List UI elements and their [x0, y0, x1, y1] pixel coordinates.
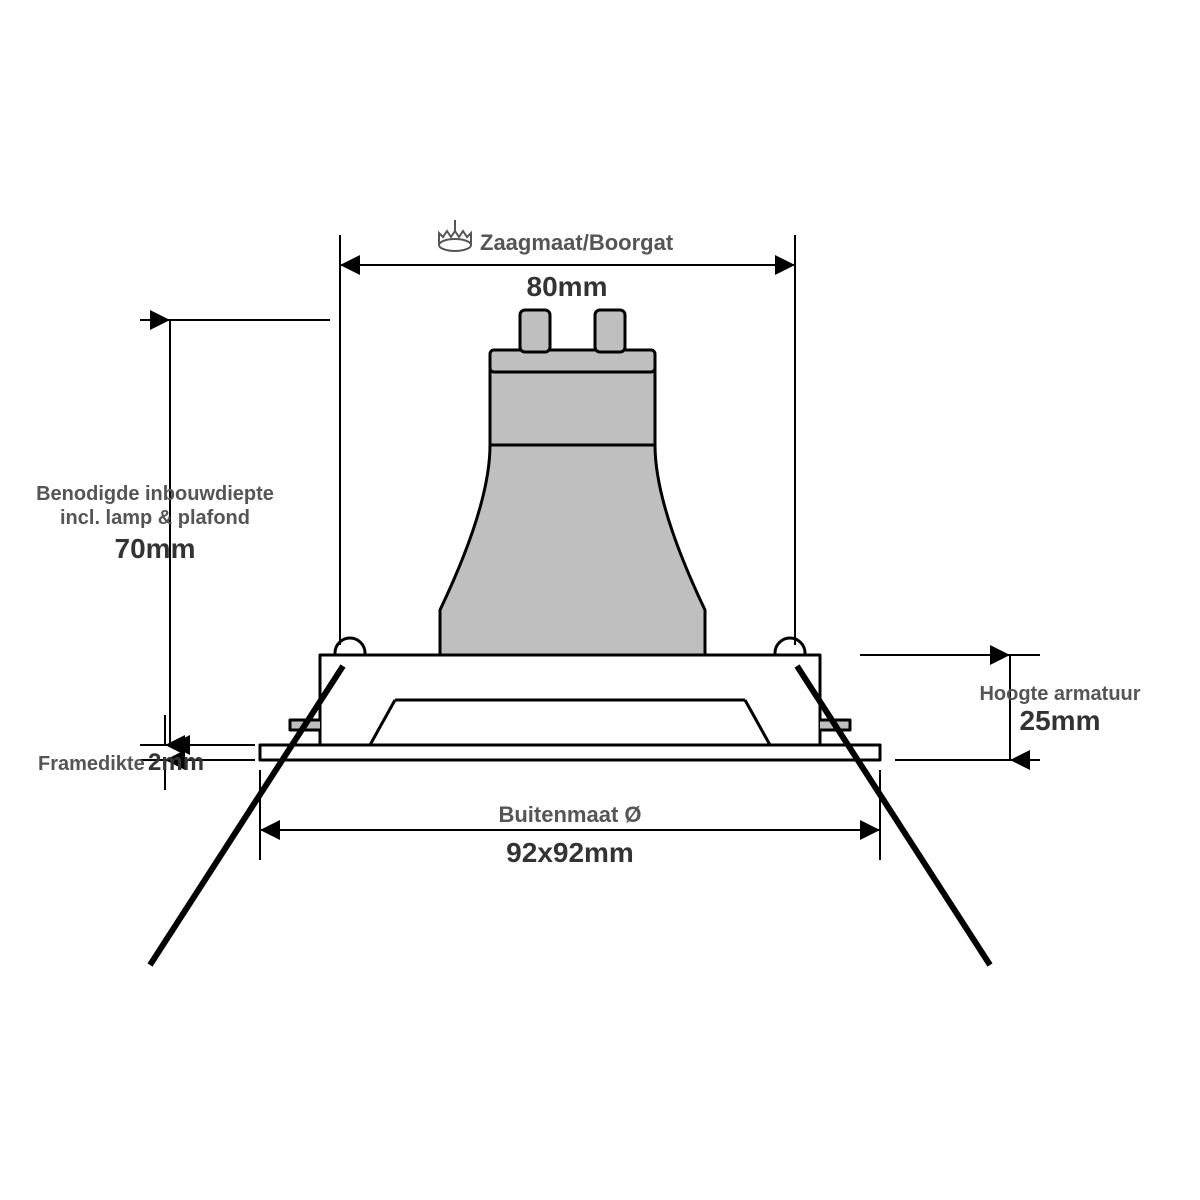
outer-value: 92x92mm	[506, 837, 634, 868]
dim-height	[860, 655, 1040, 760]
depth-value: 70mm	[115, 533, 196, 564]
frame-value: 2mm	[148, 749, 204, 776]
frame-label: Framedikte	[38, 753, 145, 775]
height-value: 25mm	[1020, 705, 1101, 736]
cut-label: Zaagmaat/Boorgat	[480, 230, 674, 255]
holesaw-icon	[439, 220, 471, 251]
cut-value: 80mm	[527, 271, 608, 302]
height-label: Hoogte armatuur	[979, 683, 1140, 705]
bulb-body	[440, 310, 705, 655]
outer-label: Buitenmaat Ø	[498, 802, 641, 827]
depth-label1: Benodigde inbouwdiepte	[36, 483, 274, 505]
depth-label2: incl. lamp & plafond	[60, 507, 250, 529]
technical-diagram: Zaagmaat/Boorgat 80mm Benodigde inbouwdi…	[0, 0, 1200, 1200]
